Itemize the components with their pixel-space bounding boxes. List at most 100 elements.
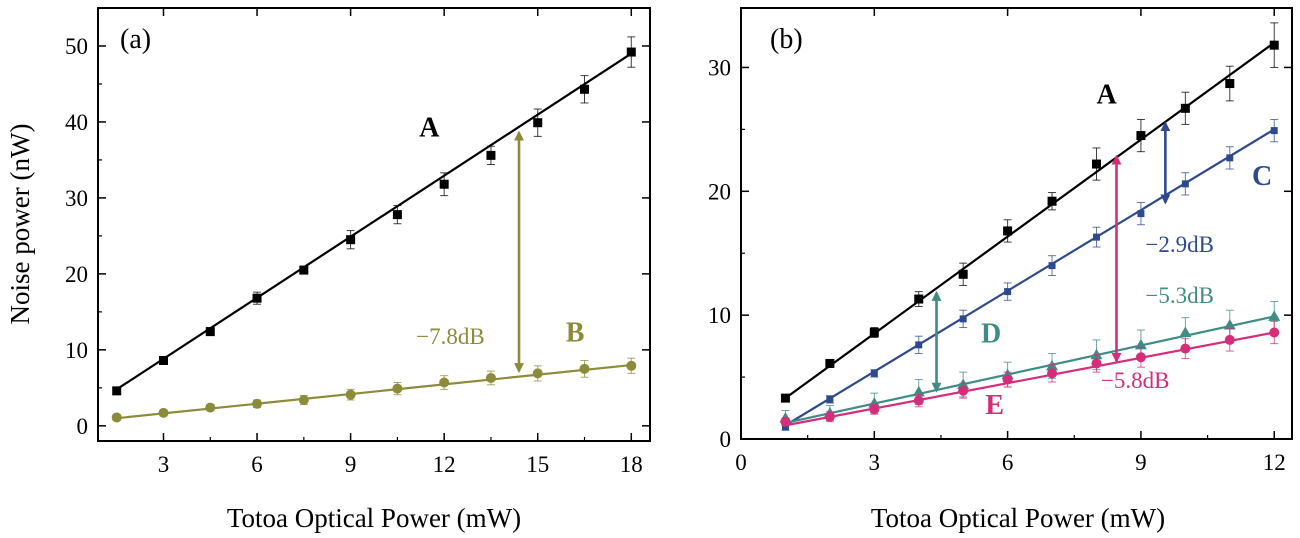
data-point-E <box>1180 343 1191 354</box>
fit-line-E <box>785 331 1275 427</box>
data-point-A <box>439 179 449 189</box>
data-point-D <box>1223 319 1236 330</box>
data-point-A <box>1269 40 1279 50</box>
data-point-E <box>824 411 835 422</box>
fit-lines <box>784 41 1275 427</box>
data-point-C <box>1226 154 1234 162</box>
data-point-A <box>252 293 262 303</box>
y-tick-label: 20 <box>65 262 88 287</box>
y-tick-label: 10 <box>65 338 88 363</box>
data-point-B <box>392 383 403 394</box>
data-point-B <box>579 363 590 374</box>
data-point-E <box>1135 352 1146 363</box>
y-tick-label: 10 <box>708 303 731 328</box>
data-point-B <box>485 372 496 383</box>
annotations: −2.9dB −5.3dB −5.8dB A C D E <box>931 79 1272 421</box>
x-tick-label: 9 <box>1135 450 1147 475</box>
plot-frame <box>740 7 1293 440</box>
data-point-D <box>1090 348 1103 360</box>
data-point-A <box>158 355 168 365</box>
data-point-C <box>1004 288 1012 296</box>
data-point-B <box>205 402 216 413</box>
panel-label: (b) <box>770 24 803 55</box>
fit-line-B <box>116 363 632 420</box>
data-point-A <box>958 269 968 279</box>
data-point-E <box>1002 374 1013 385</box>
data-point-C <box>1181 180 1189 188</box>
data-point-E <box>869 404 880 415</box>
annotations: −7.8dB A B <box>416 112 585 374</box>
db-annotation: −7.8dB <box>416 324 485 349</box>
data-points <box>779 22 1281 431</box>
data-point-A <box>580 84 590 94</box>
x-tick-label: 9 <box>345 452 357 477</box>
data-point-E <box>913 395 924 406</box>
data-point-E <box>1091 358 1102 369</box>
fit-line-A <box>784 41 1275 400</box>
data-point-B <box>345 389 356 400</box>
x-tick-label: 18 <box>620 452 643 477</box>
y-tick-label: 20 <box>708 179 731 204</box>
data-point-B <box>532 368 543 379</box>
data-point-D <box>1134 338 1147 350</box>
data-point-A <box>626 47 636 57</box>
data-point-A <box>1003 226 1013 236</box>
fit-lines <box>116 52 632 420</box>
data-point-A <box>299 265 309 275</box>
data-point-B <box>626 360 637 371</box>
data-point-A <box>914 294 924 304</box>
x-tick-label: 6 <box>251 452 263 477</box>
y-tick-label: 40 <box>65 110 88 135</box>
data-point-A <box>112 386 122 396</box>
axes: 3 6 9 12 15 18 0 10 20 30 40 50 <box>65 8 650 477</box>
y-axis-title: Noise power (nW) <box>5 124 35 325</box>
plot-frame <box>97 7 651 442</box>
x-tick-label: 3 <box>869 450 881 475</box>
x-tick-label: 3 <box>158 452 170 477</box>
y-tick-label: 30 <box>65 186 88 211</box>
axes: 0 3 6 9 12 0 10 20 30 <box>708 8 1292 475</box>
x-tick-label: 15 <box>526 452 549 477</box>
series-label-E: E <box>985 390 1004 421</box>
data-point-A <box>780 393 790 403</box>
data-point-A <box>1225 79 1235 89</box>
fit-line-C <box>784 128 1275 427</box>
data-point-A <box>1180 103 1190 113</box>
data-point-E <box>1269 327 1280 338</box>
panel-a: (a) 3 6 9 12 15 18 0 10 20 30 40 50 −7.8dB A B Totoa … <box>5 7 651 533</box>
data-point-A <box>869 327 879 337</box>
x-axis-title: Totoa Optical Power (mW) <box>871 503 1165 533</box>
panel-label: (a) <box>120 24 151 55</box>
data-point-A <box>825 358 835 368</box>
y-tick-label: 50 <box>65 34 88 59</box>
x-tick-label: 12 <box>433 452 456 477</box>
data-point-A <box>1091 159 1101 169</box>
data-point-D <box>1268 310 1281 321</box>
data-point-C <box>959 315 967 323</box>
series-label-B: B <box>566 317 585 348</box>
data-point-D <box>912 385 925 397</box>
data-point-C <box>1137 210 1145 218</box>
db-annotation: −5.3dB <box>1145 283 1214 308</box>
data-point-C <box>870 369 878 377</box>
x-axis-title: Totoa Optical Power (mW) <box>227 503 521 533</box>
data-point-A <box>346 235 356 245</box>
series-label-A: A <box>1096 79 1117 110</box>
data-point-B <box>111 412 122 423</box>
x-tick-label: 0 <box>735 450 747 475</box>
data-point-A <box>392 210 402 220</box>
fit-line-A <box>116 52 632 391</box>
fit-line-D <box>785 315 1275 424</box>
series-label-C: C <box>1252 161 1272 192</box>
data-point-C <box>1092 233 1100 241</box>
db-annotation: −2.9dB <box>1145 232 1214 257</box>
x-tick-label: 6 <box>1002 450 1014 475</box>
data-point-B <box>252 398 263 409</box>
series-label-A: A <box>419 112 440 143</box>
data-point-D <box>868 397 881 408</box>
data-point-A <box>205 327 215 337</box>
x-tick-label: 12 <box>1263 450 1286 475</box>
data-point-A <box>1136 131 1146 141</box>
data-point-B <box>158 407 169 418</box>
